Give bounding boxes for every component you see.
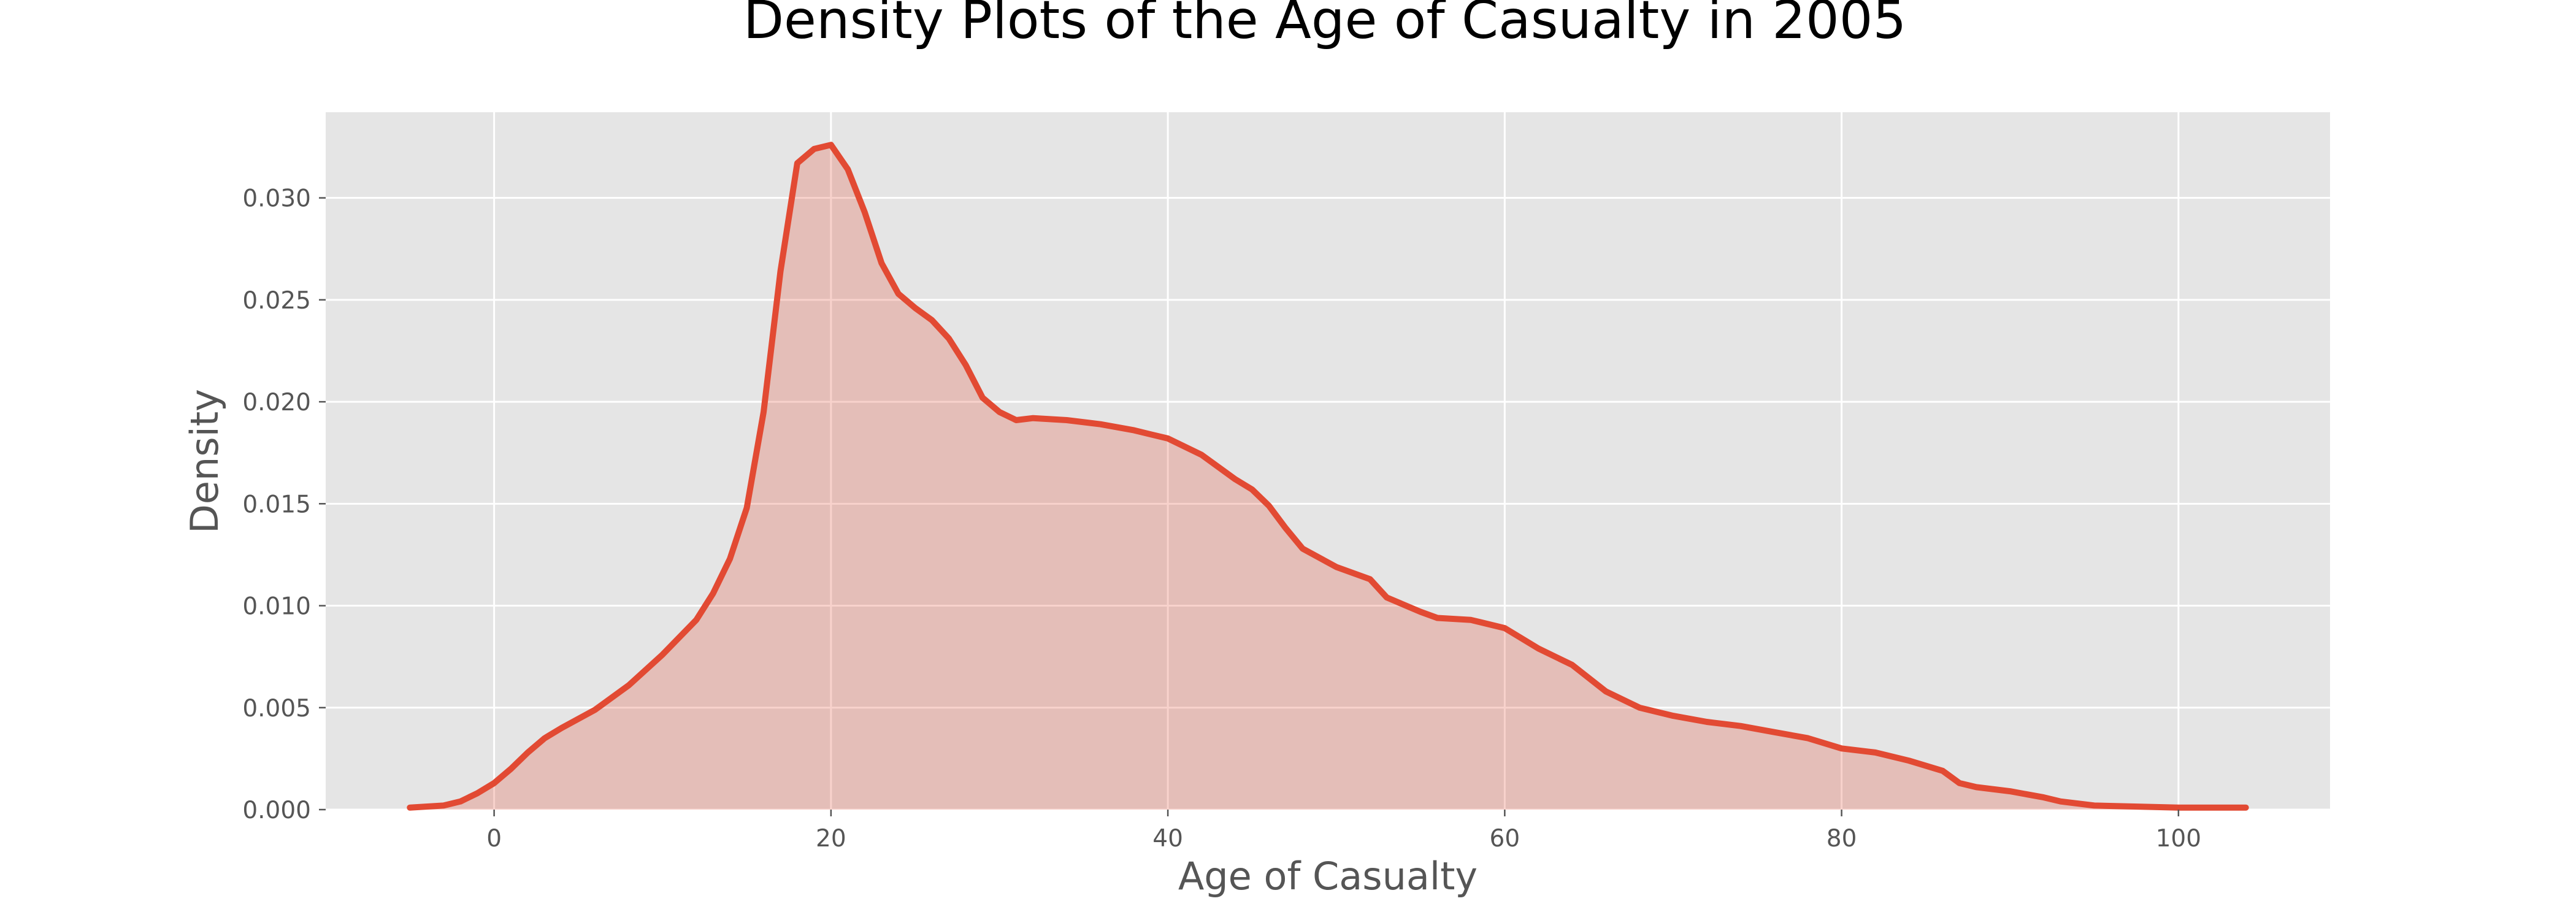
y-axis-label: Density	[182, 389, 227, 534]
y-tick-label: 0.030	[242, 185, 311, 213]
x-tick-label: 60	[1490, 825, 1520, 853]
x-tick-label: 40	[1152, 825, 1183, 853]
x-axis-label: Age of Casualty	[1178, 854, 1478, 899]
x-axis-ticks: 0 20 40 60 80 100	[486, 810, 2201, 853]
y-tick-label: 0.015	[242, 491, 311, 518]
y-tick-label: 0.020	[242, 389, 311, 416]
plot-area	[326, 112, 2330, 810]
y-tick-label: 0.010	[242, 593, 311, 621]
chart-title: Density Plots of the Age of Casualty in …	[743, 0, 1906, 51]
density-area-fill	[410, 145, 2246, 810]
y-tick-label: 0.025	[242, 287, 311, 315]
y-tick-label: 0.005	[242, 695, 311, 723]
x-gridlines	[493, 112, 2180, 810]
x-tick-label: 20	[816, 825, 846, 853]
y-axis-ticks: 0.000 0.005 0.010 0.015 0.020 0.025 0.030	[242, 185, 326, 824]
y-tick-label: 0.000	[242, 797, 311, 824]
x-tick-label: 0	[486, 825, 502, 853]
y-gridlines	[326, 197, 2330, 811]
x-tick-label: 80	[1827, 825, 1857, 853]
x-tick-label: 100	[2156, 825, 2201, 853]
density-curve	[407, 142, 2249, 811]
